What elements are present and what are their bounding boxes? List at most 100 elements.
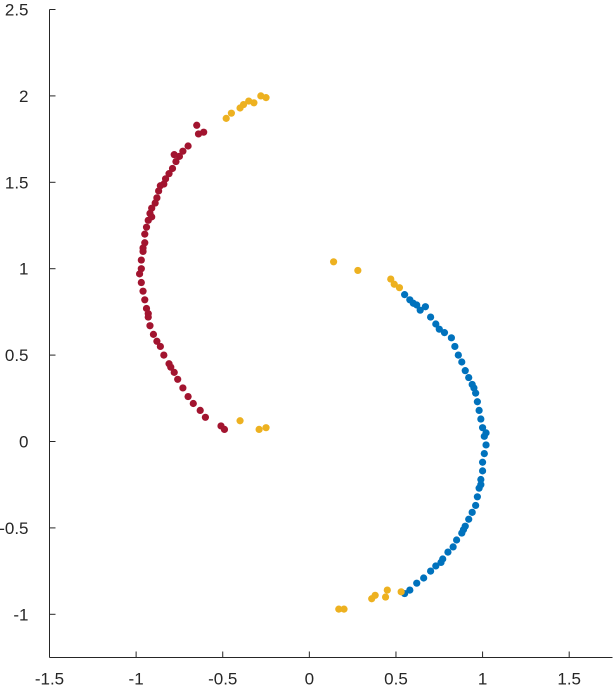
data-point [397,588,405,596]
data-point [156,342,164,351]
data-point [189,399,197,408]
y-tick-label: -0.5 [0,519,29,538]
data-point [458,358,466,366]
data-point [340,605,348,613]
data-point [459,526,468,534]
data-point [454,351,462,359]
data-point [222,114,230,122]
data-point [416,306,424,314]
data-point [472,501,480,510]
data-point [465,515,473,523]
data-point [480,449,488,458]
y-tick-label: 0 [19,433,28,452]
y-tick-label: 2.5 [5,1,29,20]
data-point [149,330,158,338]
data-point [196,406,204,414]
data-point [262,94,270,102]
y-tick-label: 2 [19,87,28,106]
data-point [401,291,409,299]
data-point [236,417,244,425]
data-point [155,187,163,195]
data-point [144,310,152,318]
y-tick-label: 1 [19,260,28,279]
x-tick-label: 1 [478,670,487,689]
axes [49,9,613,658]
data-point [465,373,473,382]
tick-labels: -1.5 -1 -0.5 0 0.5 1 1.5 -1 -0.5 0 0.5 1 1.5 2 2.5 [0,1,581,689]
data-point [170,151,178,159]
data-point [141,230,149,238]
data-point [153,337,161,345]
data-point [482,429,490,437]
data-point [468,508,476,516]
data-point [461,367,469,375]
data-point [329,258,338,266]
x-tick-label: -0.5 [208,670,237,689]
data-point [245,97,253,105]
data-point [413,579,421,587]
data-point [432,562,440,570]
data-point [371,591,379,599]
data-point [137,278,145,287]
data-point [184,392,192,401]
series-0 [135,121,229,434]
y-tick-label: -1 [13,605,28,624]
data-point [227,109,235,117]
data-point [478,467,487,475]
data-point [477,481,485,489]
data-point [409,299,417,307]
data-point [137,256,145,264]
data-point [406,586,414,594]
data-point [421,303,430,311]
data-point [179,147,187,155]
data-point [470,384,478,392]
data-point [444,548,452,556]
data-point [193,121,201,129]
data-point [174,375,182,383]
data-point [262,424,270,432]
x-tick-label: 0.5 [384,670,408,689]
data-point [381,593,390,601]
data-point [383,586,391,594]
series-1 [401,291,490,598]
data-point [167,363,175,371]
x-tick-label: -1.5 [35,670,64,689]
data-point [427,313,435,321]
data-points [135,92,490,613]
data-point [139,244,147,252]
data-point [141,296,149,304]
data-point [236,104,244,112]
data-point [447,334,455,342]
data-point [387,275,395,283]
data-point [160,351,168,359]
data-point [449,543,457,551]
data-point [139,287,147,295]
data-point [473,398,481,406]
data-point [168,164,177,173]
x-tick-label: -1 [129,670,144,689]
data-point [475,406,483,414]
data-point [451,342,459,351]
data-point [172,157,180,166]
data-point [440,329,449,337]
y-tick-label: 1.5 [5,173,29,192]
data-point [390,280,398,288]
data-point [148,213,156,221]
data-point [473,493,481,501]
data-point [184,142,192,150]
data-point [395,284,404,292]
data-point [437,558,445,567]
data-point [354,266,362,275]
data-point [165,170,173,178]
data-point [478,424,487,432]
data-point [142,223,151,231]
data-point [420,574,428,582]
data-point [151,199,159,207]
series-2 [222,92,405,613]
x-tick-label: 1.5 [557,670,581,689]
data-point [452,536,461,544]
data-point [170,368,178,376]
y-tick-label: 0.5 [5,346,29,365]
data-point [435,325,443,333]
data-point [427,567,435,575]
